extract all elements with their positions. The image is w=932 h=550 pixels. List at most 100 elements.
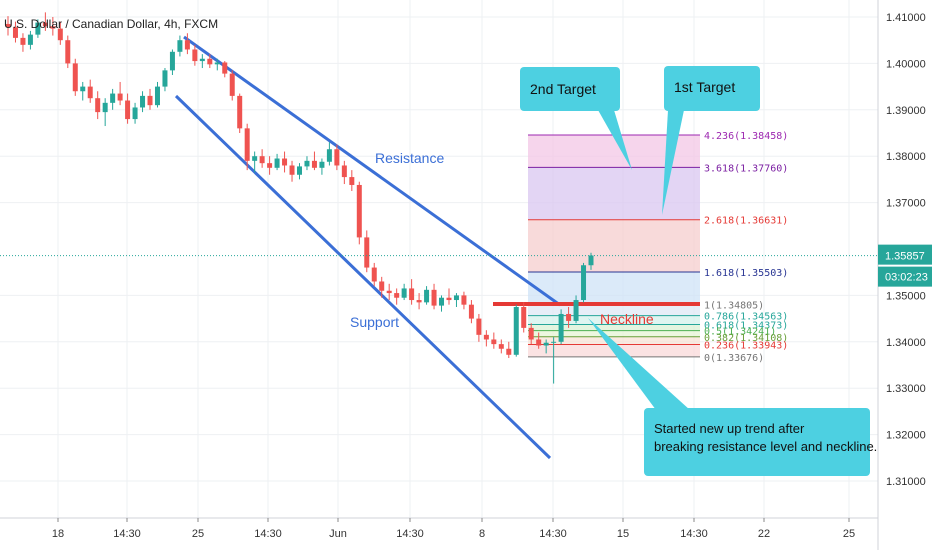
candle-body[interactable]: [154, 86, 160, 106]
candle-body[interactable]: [513, 307, 519, 355]
candle-body[interactable]: [267, 163, 273, 168]
price-tick: 1.35000: [886, 290, 926, 302]
candle-body[interactable]: [409, 288, 415, 301]
target2-callout[interactable]: [520, 67, 620, 111]
candle-body[interactable]: [498, 344, 504, 349]
candle-body[interactable]: [140, 95, 146, 108]
candle-body[interactable]: [110, 93, 116, 103]
candle-body[interactable]: [20, 37, 26, 45]
candle-body[interactable]: [259, 156, 265, 164]
candle-body[interactable]: [252, 156, 258, 161]
candle-body[interactable]: [102, 102, 108, 113]
candle-body[interactable]: [57, 28, 63, 41]
candle-body[interactable]: [12, 27, 18, 38]
candle-body[interactable]: [192, 49, 198, 62]
price-tick: 1.39000: [886, 105, 926, 117]
candle-body[interactable]: [416, 300, 422, 303]
time-tick: 25: [192, 528, 204, 540]
candle-body[interactable]: [95, 98, 101, 113]
time-tick: 14:30: [680, 528, 708, 540]
candle-body[interactable]: [132, 107, 138, 120]
candle-body[interactable]: [334, 149, 340, 166]
candle-body[interactable]: [87, 86, 93, 99]
candle-body[interactable]: [558, 313, 564, 342]
candle-body[interactable]: [72, 63, 78, 92]
neckline-label: Neckline: [600, 311, 654, 327]
candle-body[interactable]: [483, 334, 489, 340]
candle-body[interactable]: [177, 40, 183, 52]
candle-body[interactable]: [431, 289, 437, 306]
note-callout[interactable]: [644, 408, 870, 476]
candle-body[interactable]: [379, 281, 385, 291]
candle-body[interactable]: [117, 93, 123, 101]
candle-body[interactable]: [536, 339, 542, 346]
candle-body[interactable]: [461, 295, 467, 305]
candle-body[interactable]: [319, 161, 325, 168]
candle-body[interactable]: [237, 95, 243, 129]
candle-body[interactable]: [35, 22, 41, 35]
candle-body[interactable]: [528, 327, 534, 340]
time-tick: 25: [843, 528, 855, 540]
price-tick: 1.32000: [886, 430, 926, 442]
candle-body[interactable]: [476, 318, 482, 335]
time-tick: 15: [617, 528, 629, 540]
candle-body[interactable]: [5, 23, 11, 28]
candle-body[interactable]: [401, 288, 407, 298]
candle-body[interactable]: [491, 339, 497, 345]
candle-body[interactable]: [27, 34, 33, 45]
candle-body[interactable]: [199, 58, 205, 62]
candle-body[interactable]: [453, 295, 459, 301]
candle-body[interactable]: [506, 348, 512, 355]
fib-band: [528, 304, 700, 316]
candle-body[interactable]: [80, 86, 86, 92]
price-tick: 1.37000: [886, 198, 926, 210]
candle-body[interactable]: [282, 158, 288, 166]
candle-body[interactable]: [162, 70, 168, 87]
candle-body[interactable]: [468, 304, 474, 319]
candle-body[interactable]: [297, 166, 302, 175]
candle-body[interactable]: [311, 160, 317, 168]
candle-body[interactable]: [229, 73, 235, 96]
fib-band: [528, 219, 700, 273]
candle-body[interactable]: [394, 293, 400, 298]
candle-body[interactable]: [169, 51, 175, 71]
target1-callout[interactable]: [664, 66, 760, 111]
candle-body[interactable]: [42, 22, 48, 27]
candle-body[interactable]: [304, 160, 310, 167]
candle-body[interactable]: [207, 58, 213, 65]
candle-body[interactable]: [566, 313, 572, 321]
candle-body[interactable]: [446, 297, 452, 301]
candle-body[interactable]: [289, 165, 295, 175]
candle-body[interactable]: [65, 40, 71, 64]
candle-body[interactable]: [551, 341, 557, 343]
candle-body[interactable]: [364, 237, 370, 268]
resistance-line[interactable]: [183, 35, 561, 307]
candle-body[interactable]: [214, 62, 220, 65]
candle-body[interactable]: [543, 342, 549, 346]
candle-body[interactable]: [50, 26, 56, 29]
candle-body[interactable]: [244, 128, 250, 161]
candle-body[interactable]: [222, 62, 228, 74]
candle-body[interactable]: [386, 290, 392, 294]
candle-body[interactable]: [371, 267, 377, 282]
fib-band: [528, 167, 700, 220]
callouts: [520, 66, 870, 476]
candle-body[interactable]: [274, 158, 280, 168]
candle-body[interactable]: [439, 297, 445, 306]
candlestick-series: [5, 12, 594, 384]
candle-body[interactable]: [588, 255, 594, 266]
candle-body[interactable]: [356, 184, 362, 238]
candle-body[interactable]: [184, 40, 190, 50]
support-line[interactable]: [174, 94, 552, 460]
candle-body[interactable]: [341, 165, 347, 178]
candle-body[interactable]: [424, 289, 430, 303]
candle-body[interactable]: [573, 300, 579, 321]
candle-body[interactable]: [521, 307, 527, 328]
candle-body[interactable]: [125, 100, 131, 120]
candle-body[interactable]: [581, 265, 587, 301]
candle-body[interactable]: [147, 95, 153, 106]
candle-body[interactable]: [326, 149, 332, 162]
candle-body[interactable]: [349, 177, 355, 185]
countdown-tag: [878, 266, 932, 287]
